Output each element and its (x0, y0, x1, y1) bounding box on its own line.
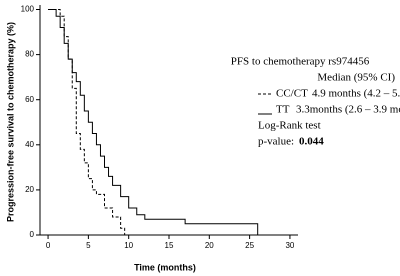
survival-curve (48, 9, 126, 235)
x-tick-label: 30 (285, 241, 294, 250)
x-tick-label: 15 (165, 241, 174, 250)
y-tick-label: 0 (30, 230, 35, 239)
x-tick-label: 25 (245, 241, 254, 250)
y-tick-label: 100 (21, 5, 35, 14)
x-tick-label: 10 (124, 241, 133, 250)
y-tick-label: 20 (25, 185, 34, 194)
x-tick-label: 0 (46, 241, 51, 250)
legend-detail: 4.9 months (4.2 – 5.5 months) (312, 88, 400, 100)
legend-name: TT (276, 104, 290, 116)
test-label: Log-Rank test (258, 120, 321, 132)
legend-detail: 3.3months (2.6 – 3.9 months) (296, 104, 400, 116)
x-tick-label: 5 (86, 241, 91, 250)
legend-header: Median (95% CI) (317, 72, 395, 84)
legend-name: CC/CT (276, 88, 308, 100)
y-tick-label: 80 (25, 50, 34, 59)
legend-title: PFS to chemotherapy rs974456 (231, 56, 370, 68)
y-tick-label: 60 (25, 95, 34, 104)
survival-curve (48, 9, 259, 235)
p-label: p-value: (258, 136, 294, 148)
x-tick-label: 20 (205, 241, 214, 250)
p-value: 0.044 (299, 136, 324, 148)
x-axis-label: Time (months) (134, 262, 196, 272)
y-tick-label: 40 (25, 140, 34, 149)
y-axis-label: Progression-free survival to chemotherap… (5, 22, 15, 222)
